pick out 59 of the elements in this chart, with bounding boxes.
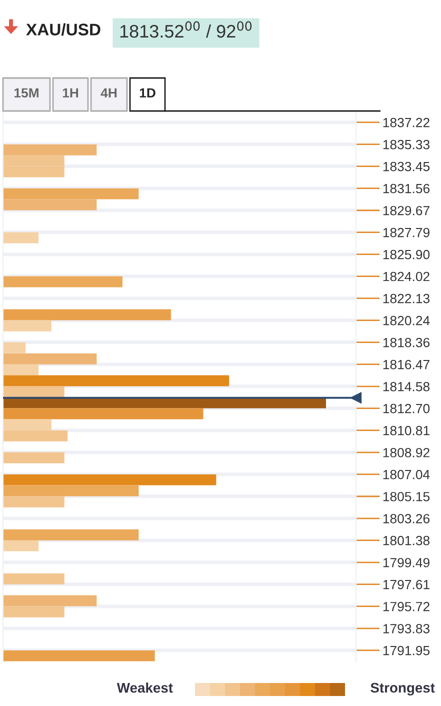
- y-tick-label: 1837.22: [383, 118, 430, 128]
- bar: [3, 595, 97, 606]
- bar: [3, 573, 64, 584]
- bar: [3, 452, 64, 464]
- y-tick-label: 1799.49: [383, 558, 430, 568]
- text: Weakest: [116, 682, 173, 693]
- y-tick-label: 1827.79: [383, 228, 430, 238]
- bar: [3, 430, 68, 442]
- bar: [3, 529, 139, 540]
- y-tick-label: 1825.90: [383, 250, 430, 260]
- y-tick-label: 1831.56: [383, 184, 430, 194]
- y-tick-label: 1814.58: [383, 382, 430, 392]
- y-tick-label: 1797.61: [383, 580, 430, 590]
- bar: [3, 309, 171, 320]
- y-tick-label: 1833.45: [383, 162, 430, 172]
- y-tick-label: 1829.67: [383, 206, 430, 216]
- chart-title: XAU/USD: [26, 23, 100, 36]
- y-tick-label: 1812.70: [383, 404, 430, 414]
- bar: [3, 386, 64, 398]
- text: 1D: [140, 88, 156, 98]
- y-tick-label: 1810.81: [383, 426, 430, 436]
- bar: [3, 397, 326, 408]
- bar: [3, 419, 52, 430]
- bar: [3, 408, 204, 420]
- y-tick-label: 1791.95: [383, 646, 430, 656]
- bar: [3, 485, 139, 496]
- bar: [3, 496, 64, 508]
- y-tick-label: 1795.72: [383, 602, 430, 612]
- y-tick-label: 1808.92: [383, 448, 430, 458]
- bar: [3, 199, 97, 210]
- y-tick-label: 1793.83: [383, 624, 430, 634]
- chart-subtitle: 1813.52$^{00}$ / 92$^{00}$: [120, 21, 252, 38]
- bar: [3, 375, 230, 386]
- bar: [3, 144, 97, 156]
- y-tick-label: 1801.38: [383, 536, 430, 546]
- bar: [3, 606, 64, 618]
- bar: [3, 650, 155, 662]
- y-tick-label: 1820.24: [383, 316, 430, 326]
- y-tick-label: 1805.15: [383, 492, 430, 502]
- y-tick-label: 1818.36: [383, 338, 430, 348]
- y-tick-label: 1835.33: [383, 140, 430, 150]
- y-tick-label: 1822.13: [383, 294, 430, 304]
- text: 4H: [100, 88, 117, 98]
- text: Strongest: [370, 682, 435, 696]
- bar: [3, 188, 139, 200]
- y-tick-label: 1807.04: [383, 470, 430, 480]
- bar: [3, 540, 39, 552]
- bar: [3, 276, 123, 288]
- bar: [3, 342, 26, 354]
- bar: [3, 353, 97, 364]
- bar: [3, 320, 52, 332]
- y-tick-label: 1824.02: [383, 272, 430, 282]
- text: 15M: [14, 88, 38, 98]
- bar: [3, 474, 216, 486]
- text: 1H: [62, 88, 78, 98]
- bar: [3, 364, 39, 376]
- y-tick-label: 1816.47: [383, 360, 430, 370]
- y-tick-label: 1803.26: [383, 514, 430, 524]
- bar: [3, 232, 39, 244]
